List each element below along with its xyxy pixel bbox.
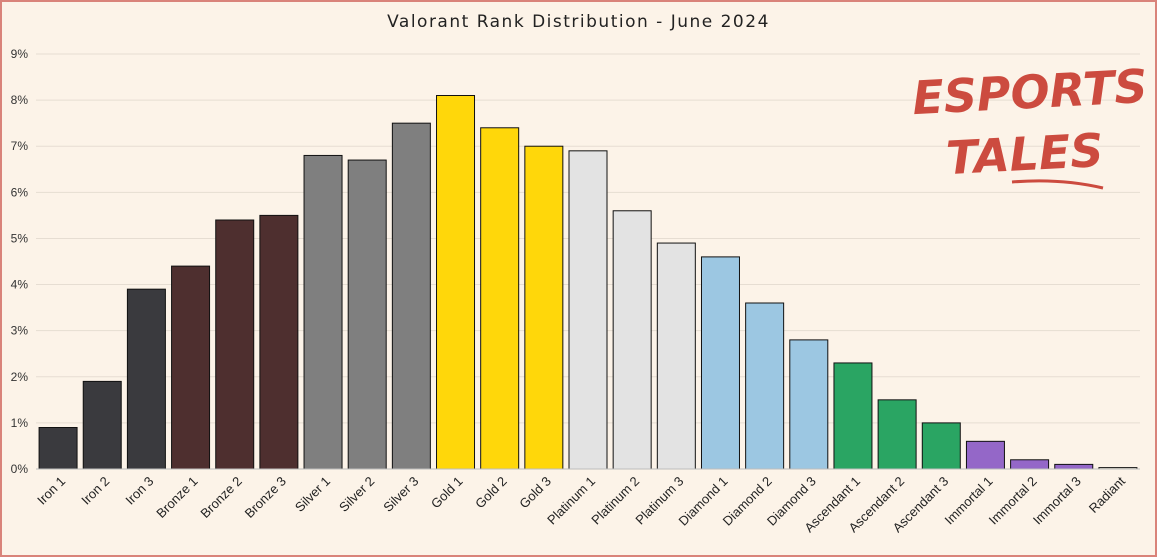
x-tick-label: Bronze 1	[153, 474, 200, 521]
y-tick-label: 1%	[11, 416, 29, 430]
bar-ascendant-1	[833, 362, 873, 470]
y-tick-label: 9%	[11, 47, 29, 61]
bar-immortal-2	[1010, 459, 1050, 470]
svg-text:ESPORTS: ESPORTS	[911, 59, 1149, 125]
bar-bronze-2	[215, 219, 255, 470]
bar-diamond-2	[745, 302, 785, 470]
bar-gold-2	[480, 127, 520, 470]
x-tick-label: Iron 2	[78, 474, 112, 508]
x-tick-label: Silver 1	[292, 474, 333, 515]
x-tick-label: Gold 2	[472, 474, 510, 512]
x-tick-label: Iron 1	[34, 474, 68, 508]
y-tick-label: 5%	[11, 231, 29, 245]
svg-text:TALES: TALES	[945, 123, 1105, 185]
x-tick-label: Silver 3	[380, 474, 421, 515]
x-tick-label: Gold 3	[516, 474, 554, 512]
y-axis-tick-labels: 0% 1% 2% 3% 4% 5% 6% 7% 8% 9%	[11, 47, 29, 476]
bar-platinum-2	[612, 210, 652, 470]
y-tick-label: 3%	[11, 324, 29, 338]
bar-platinum-1	[568, 150, 608, 470]
bar-silver-2	[347, 159, 387, 470]
x-tick-label: Bronze 2	[197, 474, 244, 521]
x-tick-label: Radiant	[1086, 473, 1129, 516]
bar-iron-3	[126, 288, 166, 470]
bar-platinum-3	[656, 242, 696, 470]
x-tick-label: Gold 1	[428, 474, 466, 512]
chart-title: Valorant Rank Distribution - June 2024	[387, 12, 770, 32]
bar-ascendant-2	[877, 399, 917, 470]
bar-iron-2	[82, 380, 122, 470]
y-tick-label: 8%	[11, 93, 29, 107]
x-tick-label: Iron 3	[122, 474, 156, 508]
bar-immortal-1	[965, 440, 1005, 470]
bar-diamond-1	[700, 256, 740, 470]
bar-iron-1	[38, 427, 78, 470]
bars	[38, 95, 1138, 470]
x-tick-label: Silver 2	[336, 474, 377, 515]
esports-tales-logo: ESPORTS TALES	[911, 59, 1149, 190]
bar-bronze-3	[259, 214, 299, 470]
bar-silver-3	[391, 122, 431, 470]
y-tick-label: 6%	[11, 185, 29, 199]
y-tick-label: 7%	[11, 139, 29, 153]
bar-diamond-3	[789, 339, 829, 470]
bar-ascendant-3	[921, 422, 961, 470]
x-tick-label: Immortal 3	[1030, 474, 1084, 528]
bar-silver-1	[303, 154, 343, 470]
y-tick-label: 4%	[11, 278, 29, 292]
x-tick-label: Bronze 3	[242, 474, 289, 521]
bar-immortal-3	[1054, 463, 1094, 470]
y-tick-label: 0%	[11, 462, 29, 476]
bar-bronze-1	[171, 265, 211, 470]
bar-gold-1	[436, 95, 476, 470]
y-tick-label: 2%	[11, 370, 29, 384]
bar-gold-3	[524, 145, 564, 470]
